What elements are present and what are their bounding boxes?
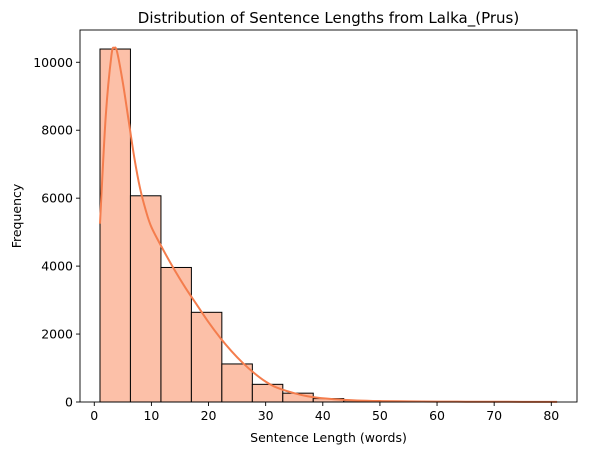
y-tick-label: 6000 <box>41 191 73 206</box>
x-tick-label: 10 <box>143 408 159 423</box>
histogram-bar-1 <box>129 195 162 403</box>
y-tick-label: 8000 <box>41 123 73 138</box>
plot-frame <box>79 29 578 403</box>
x-tick-label: 30 <box>258 408 274 423</box>
histogram-bars <box>99 48 558 403</box>
y-axis-ticks: 0 2000 4000 6000 8000 10000 <box>33 55 80 410</box>
x-tick-label: 80 <box>543 408 559 423</box>
y-tick-label: 10000 <box>33 55 73 70</box>
histogram-bar-3 <box>190 311 223 403</box>
x-tick-label: 50 <box>372 408 388 423</box>
histogram-bar-2 <box>160 266 192 403</box>
y-tick-label: 2000 <box>41 327 73 342</box>
x-tick-label: 70 <box>486 408 502 423</box>
x-tick-label: 20 <box>201 408 217 423</box>
histogram-bar-5 <box>251 383 284 403</box>
y-tick-label: 4000 <box>41 259 73 274</box>
y-tick-label: 0 <box>65 395 73 410</box>
histogram-bar-4 <box>221 363 253 403</box>
y-axis-label: Frequency <box>9 183 24 248</box>
x-axis-ticks: 0 10 20 30 40 50 60 70 80 <box>90 402 559 423</box>
kde-line <box>98 46 558 403</box>
chart-title: Distribution of Sentence Lengths from La… <box>138 9 519 28</box>
kde-curve-group <box>98 46 558 403</box>
x-tick-label: 0 <box>90 408 98 423</box>
x-tick-label: 60 <box>429 408 445 423</box>
x-axis-label: Sentence Length (words) <box>250 430 407 445</box>
histogram-bar-0 <box>99 48 131 403</box>
x-tick-label: 40 <box>315 408 331 423</box>
